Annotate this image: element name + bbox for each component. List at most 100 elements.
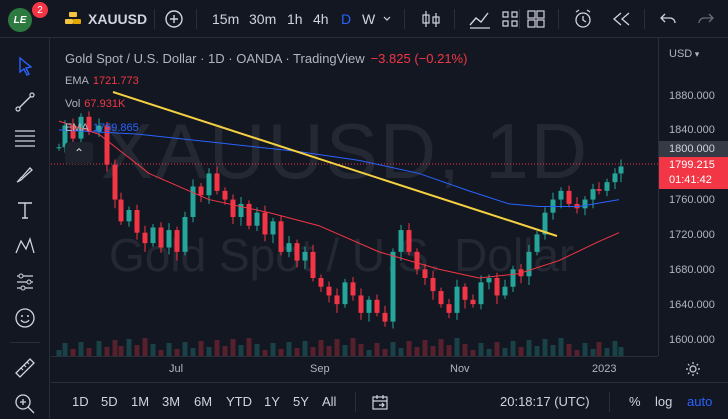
volume-bar	[534, 346, 540, 356]
symbol-search[interactable]: XAUUSD	[88, 11, 148, 27]
layouts-icon[interactable]	[526, 9, 546, 29]
candles-icon[interactable]	[420, 9, 442, 29]
indicator-volume[interactable]: Vol 67.931K	[65, 98, 125, 110]
trendline[interactable]	[112, 91, 558, 237]
volume-bar	[294, 348, 300, 356]
toolbar-divider	[454, 9, 455, 29]
volume-bar	[230, 339, 236, 356]
symbol-watermark: XAUUSD, 1D	[101, 107, 590, 195]
fib-retracement-icon[interactable]	[13, 126, 37, 150]
redo-icon[interactable]	[696, 9, 716, 29]
timeframe-1h[interactable]: 1h	[287, 11, 303, 27]
candle-body	[366, 299, 372, 313]
text-tool-icon[interactable]	[13, 198, 37, 222]
volume-bar	[382, 349, 388, 356]
percent-scale-toggle[interactable]: %	[629, 394, 641, 409]
candle-body	[406, 230, 412, 252]
candle-body	[158, 227, 164, 248]
templates-icon[interactable]	[500, 9, 520, 29]
volume-bar	[118, 346, 124, 356]
candle-body	[182, 217, 188, 252]
candle-body	[486, 278, 492, 283]
volume-bar	[454, 338, 460, 356]
prediction-icon[interactable]	[13, 270, 37, 294]
volume-bar	[358, 344, 364, 356]
volume-bar	[406, 341, 412, 356]
volume-bar	[278, 349, 284, 356]
alert-icon[interactable]	[572, 8, 594, 30]
candle-body	[596, 189, 602, 191]
range-1y[interactable]: 1Y	[264, 394, 280, 409]
log-scale-toggle[interactable]: log	[655, 394, 673, 409]
ruler-icon[interactable]	[13, 356, 37, 380]
candle-body	[294, 243, 300, 261]
range-5y[interactable]: 5Y	[293, 394, 309, 409]
cursor-icon[interactable]	[13, 54, 37, 78]
time-axis[interactable]: Jul Sep Nov 2023	[51, 356, 658, 382]
volume-bar	[518, 347, 524, 356]
volume-bar	[134, 345, 140, 356]
last-price-marker: 1799.215 01:41:42	[659, 157, 728, 189]
timeframe-4h[interactable]: 4h	[313, 11, 329, 27]
candle-body	[510, 269, 516, 287]
chevron-down-icon[interactable]	[383, 15, 391, 23]
candle-body	[478, 282, 484, 305]
replay-icon[interactable]	[610, 9, 632, 29]
timeframe-15m[interactable]: 15m	[212, 11, 240, 27]
chart-settings-icon[interactable]	[685, 361, 701, 377]
volume-bar	[574, 350, 580, 356]
price-label: 1720.000	[669, 229, 715, 241]
indicators-icon[interactable]	[468, 9, 492, 29]
brush-icon[interactable]	[13, 162, 37, 186]
volume-bar	[566, 344, 572, 356]
candle-body	[438, 291, 444, 305]
volume-bar	[582, 343, 588, 356]
user-avatar[interactable]: LE	[8, 8, 32, 32]
zoom-in-icon[interactable]	[13, 392, 37, 416]
candle-body	[86, 116, 92, 132]
range-all[interactable]: All	[322, 394, 337, 409]
toolbar-divider	[519, 9, 520, 29]
timeframe-w[interactable]: W	[362, 11, 376, 27]
candle-body	[134, 210, 140, 233]
volume-bar	[470, 350, 476, 356]
price-axis[interactable]: USD 1880.000 1840.000 1760.000 1720.000 …	[658, 38, 728, 356]
range-3m[interactable]: 3M	[162, 394, 181, 409]
candle-body	[286, 243, 292, 252]
date-range-icon[interactable]	[371, 393, 389, 411]
candle-body	[446, 304, 452, 313]
auto-scale-toggle[interactable]: auto	[687, 394, 713, 409]
volume-bar	[526, 340, 532, 356]
range-ytd[interactable]: YTD	[226, 394, 252, 409]
candle-body	[56, 147, 62, 149]
timeframe-d[interactable]: D	[341, 11, 352, 27]
undo-icon[interactable]	[658, 9, 678, 29]
add-symbol-icon[interactable]	[164, 9, 184, 29]
volume-bar	[326, 346, 332, 356]
volume-bar	[112, 340, 118, 356]
candle-body	[150, 227, 156, 244]
range-5d[interactable]: 5D	[101, 394, 118, 409]
timeframe-30m[interactable]: 30m	[249, 11, 277, 27]
indicator-ema-slow[interactable]: EMA 1759.865	[65, 122, 139, 134]
indicator-ema-fast[interactable]: EMA 1721.773	[65, 75, 139, 87]
last-price: 1799.215	[669, 159, 715, 171]
candles	[56, 111, 624, 329]
volume-bar	[494, 342, 500, 356]
utc-clock[interactable]: 20:18:17 (UTC)	[500, 394, 590, 409]
chart-pane[interactable]: XAUUSD, 1D Gold Spot / U.S. Dollar Gold …	[51, 38, 658, 356]
currency-unit[interactable]: USD	[669, 48, 699, 60]
trend-line-icon[interactable]	[13, 90, 37, 114]
range-1d[interactable]: 1D	[72, 394, 89, 409]
pattern-icon[interactable]	[13, 234, 37, 258]
candle-body	[166, 230, 172, 248]
candle-body	[350, 282, 356, 296]
range-6m[interactable]: 6M	[194, 394, 213, 409]
collapse-legend-button[interactable]: ⌃	[65, 142, 93, 164]
emoji-icon[interactable]	[13, 306, 37, 330]
volume-bar	[510, 341, 516, 356]
candlestick-chart[interactable]	[51, 38, 658, 356]
top-toolbar: LE 2 XAUUSD 15m 30m 1h 4h D W	[0, 0, 728, 38]
volume-bar	[78, 342, 84, 356]
range-1m[interactable]: 1M	[131, 394, 150, 409]
